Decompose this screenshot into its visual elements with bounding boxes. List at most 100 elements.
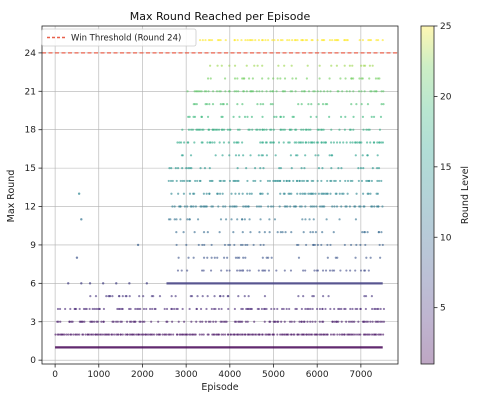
data-point	[250, 115, 253, 119]
data-point	[151, 307, 154, 311]
data-point	[210, 38, 214, 42]
data-point	[368, 333, 371, 336]
data-point	[179, 179, 182, 183]
data-point	[200, 205, 203, 208]
data-point	[364, 295, 368, 298]
data-point	[337, 167, 340, 170]
data-point	[218, 231, 221, 234]
data-point	[261, 90, 264, 93]
data-point	[273, 115, 276, 119]
data-point	[314, 231, 318, 234]
data-point	[300, 307, 303, 311]
data-point	[346, 192, 349, 195]
data-point	[128, 295, 131, 298]
data-point	[343, 128, 346, 131]
data-point	[207, 320, 211, 323]
data-point	[187, 128, 191, 131]
data-point	[331, 205, 334, 208]
data-point	[265, 333, 268, 336]
data-points	[54, 38, 386, 349]
data-point	[226, 128, 229, 131]
data-point	[193, 102, 197, 106]
data-point	[173, 205, 176, 208]
data-point	[273, 307, 276, 311]
data-point	[307, 102, 310, 106]
data-point	[154, 307, 157, 311]
data-point	[117, 333, 120, 336]
data-point	[98, 307, 101, 311]
data-point	[158, 295, 162, 298]
data-point	[252, 90, 255, 93]
data-point	[261, 64, 264, 67]
data-point	[304, 141, 308, 144]
data-point	[196, 218, 200, 221]
data-point	[214, 154, 217, 157]
data-point	[221, 154, 224, 157]
data-point	[316, 141, 320, 144]
data-point	[228, 179, 232, 183]
data-point	[178, 141, 181, 144]
data-point-outlier	[128, 282, 131, 285]
data-point	[244, 320, 248, 323]
data-point	[275, 269, 278, 272]
data-point	[348, 64, 351, 67]
data-point	[65, 333, 68, 336]
data-point-outlier	[75, 256, 79, 259]
data-point	[218, 192, 222, 195]
data-point	[234, 154, 238, 157]
data-point	[375, 38, 378, 42]
data-point	[247, 205, 250, 208]
data-point	[340, 167, 343, 170]
data-point	[236, 128, 240, 131]
data-point	[272, 141, 276, 144]
data-point	[233, 90, 236, 93]
data-point	[342, 141, 345, 144]
data-point	[240, 38, 243, 42]
data-point	[379, 307, 382, 311]
data-point	[93, 320, 96, 323]
data-point	[260, 307, 263, 311]
data-point	[369, 38, 373, 42]
data-point	[302, 231, 305, 234]
data-point	[318, 77, 321, 80]
data-point	[206, 256, 209, 259]
data-point	[328, 154, 331, 157]
data-point	[225, 102, 229, 106]
data-point	[317, 192, 320, 195]
data-point	[346, 179, 350, 183]
data-point	[290, 128, 293, 131]
data-point	[301, 192, 304, 195]
data-point	[238, 128, 241, 131]
data-point	[246, 38, 249, 42]
data-point	[302, 128, 305, 131]
data-point-outlier	[77, 192, 81, 195]
data-point	[322, 320, 325, 323]
data-point	[338, 333, 341, 336]
data-point	[249, 333, 253, 336]
data-point	[359, 269, 363, 272]
data-point	[198, 38, 202, 42]
data-point	[329, 333, 333, 336]
data-point	[293, 333, 296, 336]
data-point	[195, 307, 199, 311]
data-point	[363, 269, 367, 272]
data-point	[370, 179, 373, 183]
data-point	[379, 320, 382, 323]
data-point	[352, 128, 355, 131]
data-point	[216, 128, 219, 131]
data-point	[209, 269, 213, 272]
data-point	[283, 128, 286, 131]
data-point	[370, 90, 373, 93]
data-point	[139, 307, 142, 311]
data-point	[377, 320, 380, 323]
data-point	[186, 179, 189, 183]
data-point	[239, 243, 243, 247]
data-point	[186, 205, 189, 208]
data-point	[357, 179, 360, 183]
data-point	[345, 205, 348, 208]
data-point	[233, 243, 236, 247]
data-point	[322, 128, 325, 131]
data-point	[349, 269, 352, 272]
data-point	[187, 115, 190, 119]
data-point	[248, 128, 251, 131]
